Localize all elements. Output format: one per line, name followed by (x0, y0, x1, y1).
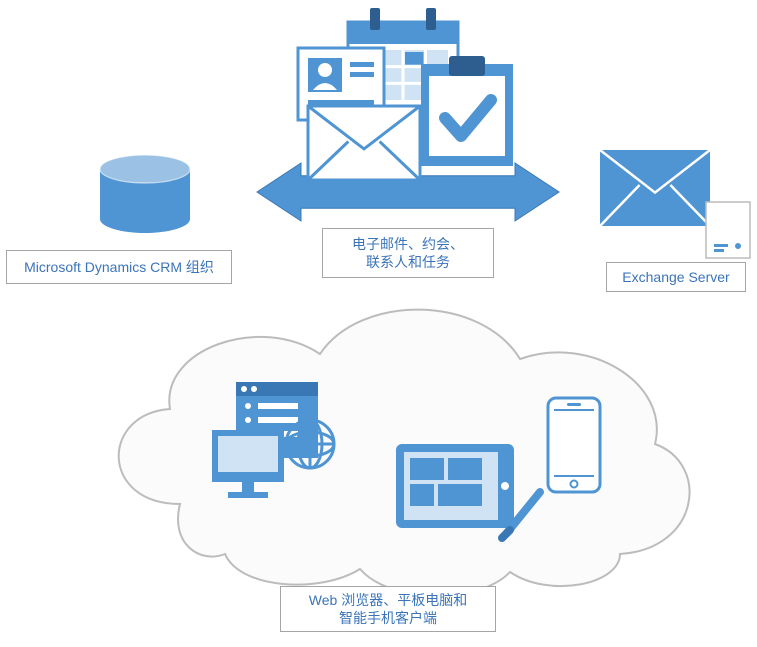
envelope-small-icon (308, 106, 420, 180)
paper-icon (706, 202, 750, 258)
label-middle: 电子邮件、约会、 联系人和任务 (322, 228, 494, 278)
label-exchange: Exchange Server (606, 262, 746, 292)
label-middle-text: 电子邮件、约会、 联系人和任务 (352, 235, 464, 271)
envelope-large-icon (600, 150, 710, 226)
diagram-svg (0, 0, 757, 647)
label-clients-text: Web 浏览器、平板电脑和 智能手机客户端 (309, 591, 467, 627)
label-crm: Microsoft Dynamics CRM 组织 (6, 250, 232, 284)
smartphone-icon (548, 398, 600, 492)
label-exchange-text: Exchange Server (622, 268, 729, 286)
label-clients: Web 浏览器、平板电脑和 智能手机客户端 (280, 586, 496, 632)
label-crm-text: Microsoft Dynamics CRM 组织 (24, 258, 214, 276)
database-icon (100, 155, 190, 233)
clipboard-icon (421, 56, 513, 166)
